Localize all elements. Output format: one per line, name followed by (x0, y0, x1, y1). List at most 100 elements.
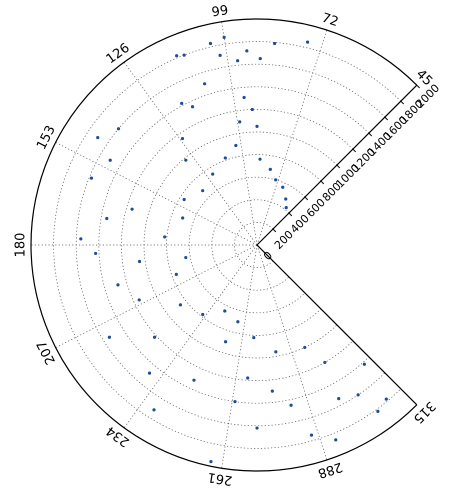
grid (31, 21, 402, 469)
data-point (284, 197, 288, 201)
angular-grid-line (55, 244, 258, 348)
data-point (255, 124, 259, 128)
data-point (270, 389, 274, 393)
data-point (96, 135, 100, 140)
angular-grid-line (221, 21, 258, 246)
angular-tick-label: 288 (316, 459, 344, 481)
data-point (174, 272, 178, 276)
data-point (234, 143, 238, 148)
angular-tick-label: 126 (104, 41, 133, 68)
radial-tick-mark (288, 212, 293, 217)
data-point (273, 41, 277, 46)
radial-tick-mark (416, 84, 420, 89)
data-point (242, 95, 246, 100)
data-point (376, 409, 380, 413)
data-point (323, 360, 327, 365)
radial-tick-mark (352, 148, 357, 153)
outer-boundary-arc (30, 18, 418, 472)
data-point (180, 101, 184, 105)
angular-tick-label: 153 (34, 123, 59, 152)
data-point (105, 216, 109, 221)
data-point (245, 49, 249, 53)
data-point (184, 158, 188, 162)
radial-tick-mark (400, 100, 405, 105)
angular-grid-line (55, 142, 258, 246)
radial-tick-mark (336, 164, 341, 169)
radial-grid-circle (143, 131, 338, 359)
radial-tick-mark (384, 116, 389, 121)
data-point (281, 185, 285, 189)
data-point (201, 189, 205, 193)
data-point (190, 105, 195, 109)
data-point (152, 408, 156, 412)
data-point (116, 127, 121, 131)
data-point (223, 340, 228, 344)
data-point (362, 362, 366, 366)
data-point (192, 378, 196, 382)
radial-tick-mark (368, 132, 373, 137)
data-point (246, 376, 250, 380)
radial-grid-circle (98, 86, 370, 404)
data-point (218, 53, 222, 57)
angular-tick-label: 99 (211, 3, 230, 20)
data-point (305, 40, 310, 44)
data-point (182, 53, 186, 57)
data-point (309, 433, 314, 437)
angular-tick-label: 261 (207, 469, 234, 488)
data-point (303, 345, 307, 350)
data-point (337, 397, 341, 401)
angular-tick-label: 207 (34, 338, 59, 367)
data-point (201, 312, 205, 317)
data-point (252, 336, 256, 340)
data-points (79, 35, 388, 464)
data-point (181, 216, 185, 220)
data-point (289, 403, 293, 407)
data-point (137, 259, 142, 264)
data-point (152, 335, 157, 339)
data-point (384, 397, 388, 401)
angular-tick-label: 234 (104, 423, 133, 450)
data-point (94, 251, 98, 256)
data-point (258, 157, 262, 161)
data-point (274, 178, 278, 182)
data-point (163, 235, 167, 239)
data-point (182, 197, 186, 202)
data-point (356, 393, 360, 397)
data-point (137, 298, 141, 302)
radial-grid-circle (188, 176, 306, 314)
angular-grid-line (123, 244, 258, 429)
radial-grid-circle (53, 41, 402, 449)
sector-edge-line (256, 244, 418, 406)
data-point (236, 320, 240, 324)
data-point (250, 107, 254, 112)
angular-grid-line (221, 244, 258, 469)
angular-tick-label: 72 (320, 11, 340, 30)
data-point (211, 172, 215, 176)
angular-grid-line (256, 29, 328, 246)
data-point (284, 206, 288, 210)
data-point (175, 54, 179, 58)
data-point (108, 158, 112, 162)
data-point (268, 167, 272, 171)
radial-grid-circle (166, 154, 322, 336)
data-point (223, 156, 227, 160)
data-point (274, 350, 278, 354)
data-point (180, 136, 185, 141)
sector-edge-line (256, 84, 418, 246)
data-point (209, 460, 213, 464)
data-point (89, 176, 94, 180)
data-point (184, 255, 188, 260)
data-point (203, 82, 207, 86)
data-point (223, 309, 227, 313)
data-point (107, 335, 112, 339)
radial-tick-mark (272, 228, 277, 233)
data-point (116, 283, 120, 287)
angular-grid-line (123, 61, 258, 246)
data-point (334, 438, 338, 442)
data-point (208, 41, 213, 46)
data-point (233, 400, 237, 404)
radial-tick-mark (320, 180, 325, 185)
data-point (178, 303, 183, 307)
